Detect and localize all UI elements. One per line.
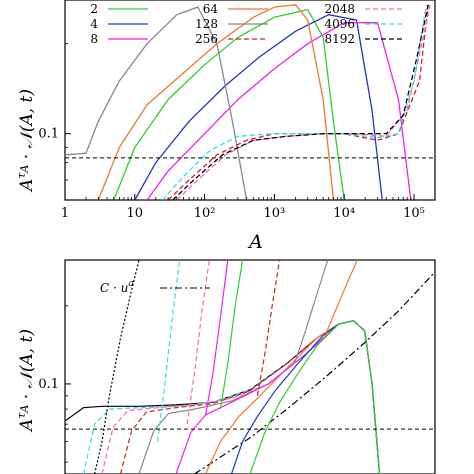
bottom-series-line-steep-green bbox=[219, 259, 244, 410]
top-legend-label-4: 4 bbox=[90, 17, 98, 31]
bottom-panel: 0.1 C · ua AτA · 𝒩(A, t) bbox=[15, 259, 436, 474]
bottom-y-tick-label: 0.1 bbox=[38, 377, 59, 392]
bottom-y-axis-label: AτA · 𝒩(A, t) bbox=[15, 329, 37, 433]
top-y-tick-label: 0.1 bbox=[38, 127, 59, 142]
bottom-series-line-blue bbox=[230, 320, 381, 474]
top-legend-label-2: 2 bbox=[90, 2, 98, 16]
top-series-line-64 bbox=[97, 4, 335, 201]
bottom-legend-label: C · ua bbox=[100, 279, 134, 295]
bottom-series-group bbox=[64, 259, 436, 474]
top-series-line-4 bbox=[134, 14, 383, 201]
top-x-tick-label: 10⁵ bbox=[403, 206, 425, 221]
top-x-tick-label: 10 bbox=[127, 206, 144, 221]
top-x-axis-label: A bbox=[247, 231, 263, 253]
bottom-series-line-C-·-u^a bbox=[194, 271, 436, 474]
top-legend-label-128: 128 bbox=[195, 17, 218, 31]
top-series-line-2 bbox=[113, 8, 345, 201]
top-x-tick-label: 10² bbox=[194, 206, 216, 221]
top-legend-label-8192: 8192 bbox=[324, 32, 355, 46]
top-series-line-4096 bbox=[162, 4, 427, 201]
top-x-tick-label: 10⁴ bbox=[333, 206, 355, 221]
bottom-series-line-steep-magenta bbox=[205, 259, 229, 416]
top-series-line-8192 bbox=[172, 4, 429, 201]
top-series-group bbox=[64, 4, 431, 201]
bottom-series-line-gray bbox=[138, 320, 381, 474]
top-legend-label-2048: 2048 bbox=[324, 2, 355, 16]
bottom-series-line-red-dashed bbox=[119, 320, 381, 474]
bottom-series-line-steep-gray bbox=[293, 259, 329, 364]
top-legend-label-4096: 4096 bbox=[324, 17, 355, 31]
bottom-series-line-magenta bbox=[175, 320, 381, 474]
top-plot-frame bbox=[64, 0, 436, 201]
bottom-series-line-steep-pink bbox=[186, 259, 210, 425]
top-x-ticks: 1 10 10² 10³ 10⁴ 10⁵ bbox=[61, 194, 436, 221]
top-y-axis-label: AτA · 𝒩(A, t) bbox=[15, 89, 37, 193]
bottom-series-line-steep-black bbox=[94, 259, 140, 474]
bottom-series-line-steep-orange bbox=[323, 259, 358, 339]
top-legend-label-64: 64 bbox=[203, 2, 219, 16]
bottom-series-line-steep-cyan bbox=[156, 259, 181, 442]
top-legend-label-8: 8 bbox=[90, 32, 98, 46]
top-x-tick-label: 10³ bbox=[264, 206, 286, 221]
bottom-series-line-steep-red bbox=[256, 259, 281, 396]
top-y-ticks: 0.1 bbox=[38, 43, 71, 181]
bottom-plot-frame bbox=[64, 259, 436, 474]
top-legend-label-256: 256 bbox=[195, 32, 218, 46]
top-series-line-8 bbox=[146, 22, 412, 201]
top-series-line-128 bbox=[64, 6, 248, 201]
bottom-y-ticks: 0.1 bbox=[38, 305, 71, 463]
top-x-tick-label: 1 bbox=[61, 206, 69, 221]
bottom-series-line-green bbox=[249, 320, 381, 474]
bottom-legend: C · ua bbox=[100, 279, 210, 295]
